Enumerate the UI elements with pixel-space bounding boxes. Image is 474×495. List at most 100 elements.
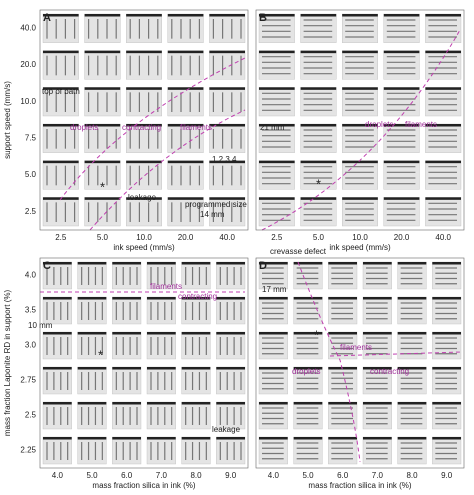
nozzle-bar	[112, 332, 141, 335]
photo-cell	[383, 87, 420, 117]
annotation: *	[98, 347, 103, 362]
y-tick-label: 2.75	[20, 376, 36, 385]
nozzle-bar	[293, 332, 323, 335]
photo-cell	[328, 331, 358, 360]
photo-cell	[258, 331, 288, 360]
annotation: filaments	[180, 123, 212, 132]
photo-cell	[432, 331, 462, 360]
photo-cell	[125, 160, 162, 190]
nozzle-bar	[147, 367, 176, 370]
photo-cell	[258, 366, 288, 395]
nozzle-bar	[167, 50, 204, 54]
nozzle-bar	[300, 50, 337, 54]
nozzle-bar	[397, 402, 427, 405]
x-tick-label: 7.0	[156, 471, 168, 480]
nozzle-bar	[126, 124, 162, 127]
photo-cell	[77, 331, 107, 360]
nozzle-bar	[77, 367, 107, 370]
nozzle-bar	[432, 437, 461, 440]
x-tick-label: 6.0	[121, 471, 133, 480]
photo-cell	[362, 436, 392, 465]
nozzle-bar	[328, 402, 357, 405]
nozzle-bar	[84, 50, 121, 54]
x-tick-label: 9.0	[441, 471, 453, 480]
nozzle-bar	[293, 262, 323, 265]
y-tick-label: 3.0	[25, 341, 37, 350]
nozzle-bar	[147, 402, 176, 405]
photo-cell	[432, 401, 462, 430]
photo-cell	[181, 366, 211, 395]
photo-cell	[146, 331, 176, 360]
y-tick-label: 2.25	[20, 446, 36, 455]
nozzle-bar	[181, 367, 211, 370]
photo-cell	[432, 261, 462, 290]
nozzle-bar	[259, 437, 288, 440]
nozzle-bar	[397, 262, 427, 265]
nozzle-bar	[259, 262, 288, 265]
x-tick-label: 40.0	[219, 233, 235, 242]
photo-cell	[425, 87, 462, 117]
photo-cell	[125, 87, 162, 117]
annotation: programmed size	[185, 200, 247, 209]
nozzle-bar	[383, 124, 420, 127]
panel-frame	[255, 257, 465, 469]
x-axis-title: ink speed (mm/s)	[329, 243, 391, 252]
x-tick-label: 8.0	[190, 471, 202, 480]
y-tick-label: 7.5	[25, 133, 37, 142]
nozzle-bar	[432, 297, 461, 300]
annotation: droplets	[70, 123, 98, 132]
photo-cell	[181, 296, 211, 325]
nozzle-bar	[147, 297, 176, 300]
photo-cell	[425, 197, 462, 227]
photo-cell	[77, 366, 107, 395]
photo-cell	[258, 160, 295, 190]
nozzle-bar	[167, 160, 204, 164]
photo-cell	[42, 123, 79, 153]
photo-cell	[216, 436, 246, 465]
x-tick-label: 2.5	[271, 233, 283, 242]
x-tick-label: 5.0	[97, 233, 109, 242]
nozzle-bar	[77, 332, 107, 335]
photo-cell	[383, 197, 420, 227]
annotation: 21 mm	[260, 123, 285, 132]
photo-cell	[146, 436, 176, 465]
photo-cell	[77, 296, 107, 325]
photo-cell	[167, 197, 204, 227]
photo-cell	[300, 87, 337, 117]
photo-cell	[146, 296, 176, 325]
nozzle-bar	[112, 402, 141, 405]
y-tick-label: 40.0	[20, 23, 36, 32]
photo-cell	[216, 261, 246, 290]
y-tick-label: 3.5	[25, 306, 37, 315]
nozzle-bar	[209, 197, 245, 200]
photo-cell	[342, 13, 379, 43]
nozzle-bar	[363, 262, 392, 265]
nozzle-bar	[84, 124, 121, 127]
photo-cell	[181, 401, 211, 430]
y-tick-label: 2.5	[25, 207, 37, 216]
cell-layer	[42, 13, 462, 465]
nozzle-bar	[328, 262, 357, 265]
nozzle-bar	[293, 437, 323, 440]
nozzle-bar	[181, 262, 211, 265]
nozzle-bar	[216, 332, 245, 335]
photo-cell	[362, 261, 392, 290]
x-tick-label: 5.0	[313, 233, 325, 242]
photo-cell	[209, 123, 246, 153]
nozzle-bar	[259, 402, 288, 405]
photo-cell	[42, 160, 79, 190]
nozzle-bar	[383, 14, 420, 17]
nozzle-bar	[293, 297, 323, 300]
photo-cell	[397, 401, 427, 430]
photo-cell	[342, 87, 379, 117]
nozzle-bar	[259, 50, 295, 54]
photo-cell	[432, 436, 462, 465]
nozzle-bar	[259, 87, 295, 90]
nozzle-bar	[425, 160, 461, 164]
nozzle-bar	[43, 87, 79, 90]
nozzle-bar	[397, 437, 427, 440]
panel-frame	[39, 9, 249, 231]
y-axis-title: mass fraction Laponite RD in support (%)	[3, 290, 12, 437]
photo-cell	[216, 296, 246, 325]
boundary	[329, 351, 463, 357]
